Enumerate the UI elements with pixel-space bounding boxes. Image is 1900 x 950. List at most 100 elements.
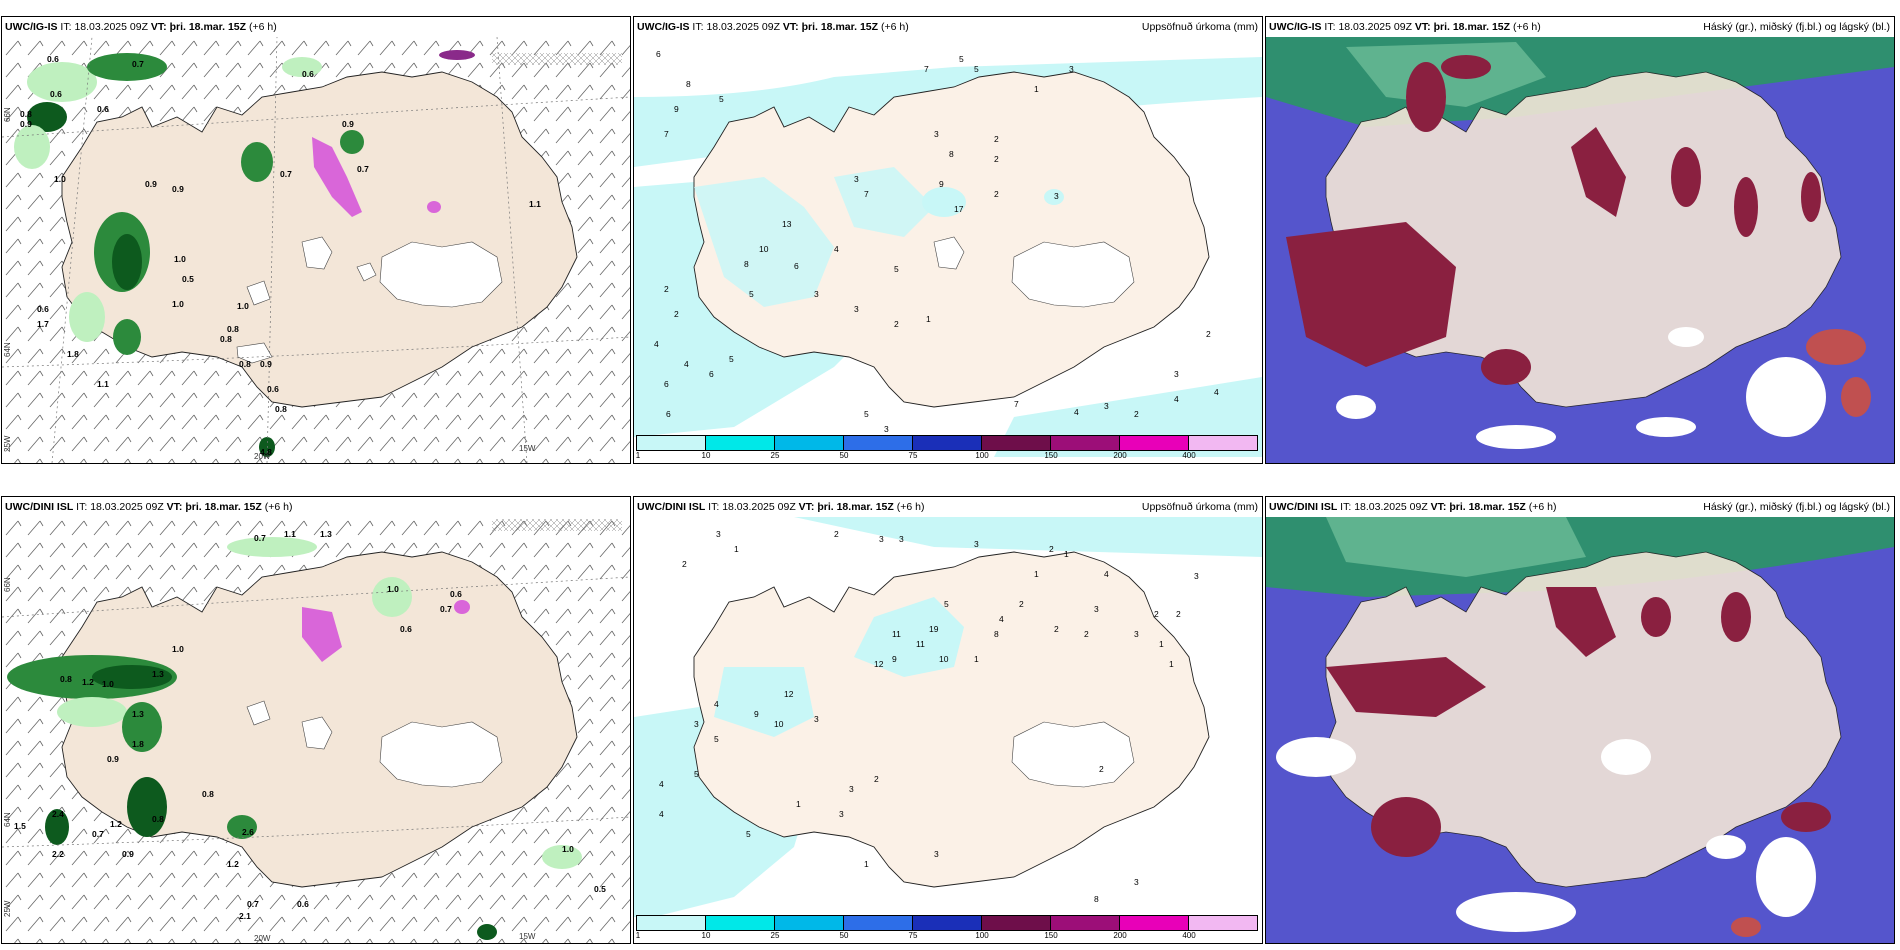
glacier-langjokull: [301, 236, 333, 270]
value-label: 1: [926, 314, 931, 324]
value-label: 0.7: [92, 829, 104, 839]
it-label: IT:: [1324, 21, 1336, 33]
value-label: 0.8: [239, 359, 251, 369]
map-area[interactable]: [1266, 517, 1894, 943]
axis-label-lat64: 64N: [3, 812, 12, 827]
value-label: 2: [994, 134, 999, 144]
axis-label-lon20: 20W: [254, 934, 271, 943]
value-label: 0.6: [302, 69, 314, 79]
value-label: 1.3: [320, 529, 332, 539]
value-label: 4: [684, 359, 689, 369]
value-label: 1: [1064, 549, 1069, 559]
vt-label: VT:: [150, 21, 167, 33]
map-area[interactable]: 66N 64N 25W 20W 15W 0.6 0.6 0.6 0.6 0.9 …: [2, 37, 630, 463]
value-label: 5: [694, 769, 699, 779]
value-label: 0.8: [220, 334, 232, 344]
vt-value: þri. 18.mar. 15Z: [169, 21, 247, 33]
value-label: 8: [1094, 894, 1099, 904]
axis-label-lat66: 66N: [634, 597, 636, 612]
value-label: 4: [1104, 569, 1109, 579]
lead-time: (+6 h): [896, 501, 925, 513]
value-label: 5: [944, 599, 949, 609]
lead-time: (+6 h): [880, 21, 909, 33]
map-area[interactable]: 66N 64N 3 2 2 3 1 3 3 2 4 1 1 2 3 2 5 4 …: [634, 517, 1262, 943]
value-label: 4: [659, 809, 664, 819]
value-label: 5: [974, 64, 979, 74]
value-label: 4: [1074, 407, 1079, 417]
vt-label: VT:: [1414, 21, 1431, 33]
value-label: 0.5: [182, 274, 194, 284]
value-label: 12: [784, 689, 794, 699]
value-label: 2: [1176, 609, 1181, 619]
legend-label: 50: [839, 931, 849, 940]
cloud-title: Háský (gr.), miðský (fj.bl.) og lágský (…: [1703, 17, 1890, 37]
axis-label-lat66: 66N: [3, 107, 12, 122]
panel-header: UWC/DINI ISL IT: 18.03.2025 09Z VT: þri.…: [2, 497, 630, 517]
lead-time: (+6 h): [1528, 501, 1557, 513]
value-label: 1.0: [562, 844, 574, 854]
panel-ig-is-cloud-map: UWC/IG-IS IT: 18.03.2025 09Z VT: þri. 18…: [1265, 16, 1895, 464]
legend-label: 100: [975, 931, 989, 940]
value-label: 9: [754, 709, 759, 719]
legend-label: 75: [908, 451, 918, 460]
value-label: 1.2: [82, 677, 94, 687]
panel-dini-precip-map: UWC/DINI ISL IT: 18.03.2025 09Z VT: þri.…: [633, 496, 1263, 944]
panel-dini-wind-map: UWC/DINI ISL IT: 18.03.2025 09Z VT: þri.…: [1, 496, 631, 944]
value-label: 3: [1134, 877, 1139, 887]
vt-label: VT:: [166, 501, 183, 513]
it-label: IT:: [708, 501, 720, 513]
it-value: 18.03.2025 09Z: [74, 21, 148, 33]
value-label: 2: [682, 559, 687, 569]
value-label: 1.2: [110, 819, 122, 829]
value-label: 2.6: [242, 827, 254, 837]
value-label: 3: [934, 849, 939, 859]
axis-label-lon20: 20W: [254, 452, 271, 461]
map-area[interactable]: 66N 64N 25W 20W 15W 0.7 1.1 1.3 1.0 0.6 …: [2, 517, 630, 943]
value-label: 1.1: [529, 199, 541, 209]
map-area[interactable]: [1266, 37, 1894, 463]
value-label: 1.0: [102, 679, 114, 689]
axis-label-lat64: 64N: [634, 352, 636, 367]
value-label: 2: [1019, 599, 1024, 609]
value-label: 0.6: [400, 624, 412, 634]
value-label: 2: [1099, 764, 1104, 774]
value-label: 3: [1094, 604, 1099, 614]
value-label: 2: [1134, 409, 1139, 419]
value-label: 3: [899, 534, 904, 544]
value-label: 1: [734, 544, 739, 554]
axis-label-lat66: 66N: [634, 117, 636, 132]
value-label: 0.6: [37, 304, 49, 314]
vt-label: VT:: [1430, 501, 1447, 513]
model-name: UWC/IG-IS: [1269, 21, 1322, 33]
it-value: 18.03.2025 09Z: [722, 501, 796, 513]
value-label: 0.9: [342, 119, 354, 129]
value-label: 6: [656, 49, 661, 59]
value-label: 2: [664, 284, 669, 294]
value-label: 17: [954, 204, 964, 214]
value-label: 3: [879, 534, 884, 544]
value-label: 0.7: [280, 169, 292, 179]
value-label: 2: [674, 309, 679, 319]
legend-label: 150: [1044, 451, 1058, 460]
value-label: 4: [659, 779, 664, 789]
lead-time: (+6 h): [248, 21, 277, 33]
value-label: 0.7: [247, 899, 259, 909]
model-name: UWC/IG-IS: [5, 21, 58, 33]
value-label: 3: [854, 174, 859, 184]
value-label: 3: [1054, 191, 1059, 201]
value-label: 0.8: [20, 109, 32, 119]
value-label: 1: [796, 799, 801, 809]
value-label: 1: [1034, 84, 1039, 94]
map-area[interactable]: 66N 64N 6 8 9 7 5 5 5 7 1 3 3 2 3 8 2 9 …: [634, 37, 1262, 463]
value-label: 5: [749, 289, 754, 299]
value-label: 11: [892, 629, 901, 639]
legend-label: 400: [1182, 451, 1196, 460]
value-label: 1.0: [174, 254, 186, 264]
value-label: 6: [666, 409, 671, 419]
vt-label: VT:: [798, 501, 815, 513]
legend-labels: 1 10 25 50 75 100 150 200 400: [636, 931, 1258, 943]
precip-title: Uppsöfnuð úrkoma (mm): [1141, 497, 1258, 517]
value-label: 2: [994, 189, 999, 199]
legend-label: 1: [635, 451, 641, 460]
value-label: 0.8: [275, 404, 287, 414]
